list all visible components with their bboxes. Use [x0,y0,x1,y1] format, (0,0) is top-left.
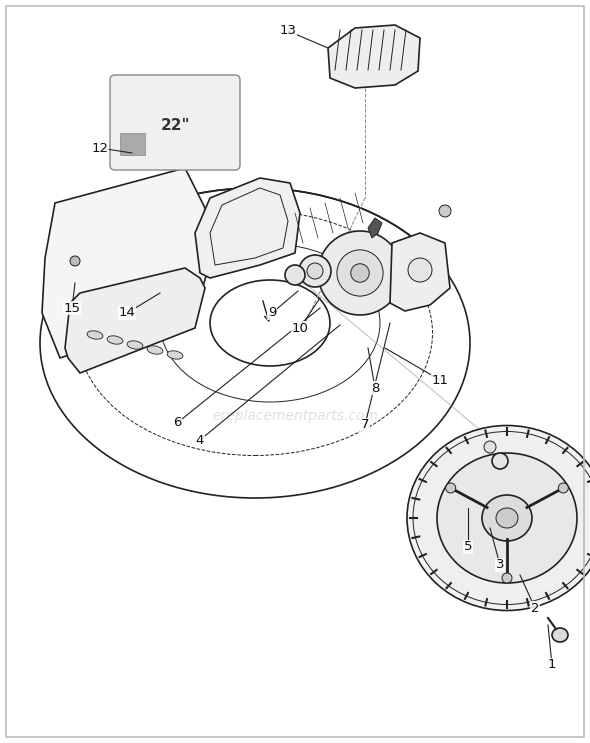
Text: 8: 8 [371,381,379,395]
Text: 11: 11 [431,374,448,386]
Circle shape [307,263,323,279]
Ellipse shape [482,495,532,541]
Text: 1: 1 [548,658,556,672]
Text: 7: 7 [360,418,369,432]
Ellipse shape [116,325,143,341]
Ellipse shape [496,508,518,528]
Polygon shape [65,268,205,373]
Ellipse shape [407,426,590,611]
Text: 15: 15 [64,302,80,314]
Circle shape [337,250,383,296]
Text: ereplacementparts.com: ereplacementparts.com [212,409,378,423]
Text: 4: 4 [196,433,204,447]
Text: 5: 5 [464,540,472,554]
Circle shape [351,264,369,282]
Ellipse shape [112,309,140,325]
Ellipse shape [413,432,590,605]
Text: 12: 12 [91,141,109,155]
Circle shape [445,483,455,493]
Circle shape [318,231,402,315]
Circle shape [285,265,305,285]
Ellipse shape [147,345,163,354]
Ellipse shape [107,336,123,344]
Ellipse shape [87,331,103,339]
Text: 10: 10 [291,322,309,334]
Polygon shape [390,233,450,311]
Circle shape [484,441,496,453]
Polygon shape [42,168,210,358]
Ellipse shape [110,302,137,317]
Ellipse shape [437,453,577,583]
Circle shape [299,255,331,287]
Ellipse shape [114,317,142,333]
Text: 3: 3 [496,559,504,571]
Text: 6: 6 [173,417,181,429]
Ellipse shape [552,628,568,642]
Polygon shape [368,218,382,238]
FancyBboxPatch shape [110,75,240,170]
Text: 22": 22" [160,117,190,132]
Circle shape [439,205,451,217]
Text: 9: 9 [268,307,276,319]
Circle shape [408,258,432,282]
Polygon shape [328,25,420,88]
Circle shape [70,256,80,266]
Text: 2: 2 [531,602,539,614]
FancyBboxPatch shape [120,133,145,155]
Text: 14: 14 [119,307,136,319]
Text: 13: 13 [280,25,297,37]
Polygon shape [195,178,300,278]
Circle shape [558,483,568,493]
Ellipse shape [127,341,143,349]
Ellipse shape [167,351,183,359]
Ellipse shape [109,293,136,308]
Ellipse shape [106,285,134,301]
Circle shape [492,453,508,469]
Circle shape [502,573,512,583]
